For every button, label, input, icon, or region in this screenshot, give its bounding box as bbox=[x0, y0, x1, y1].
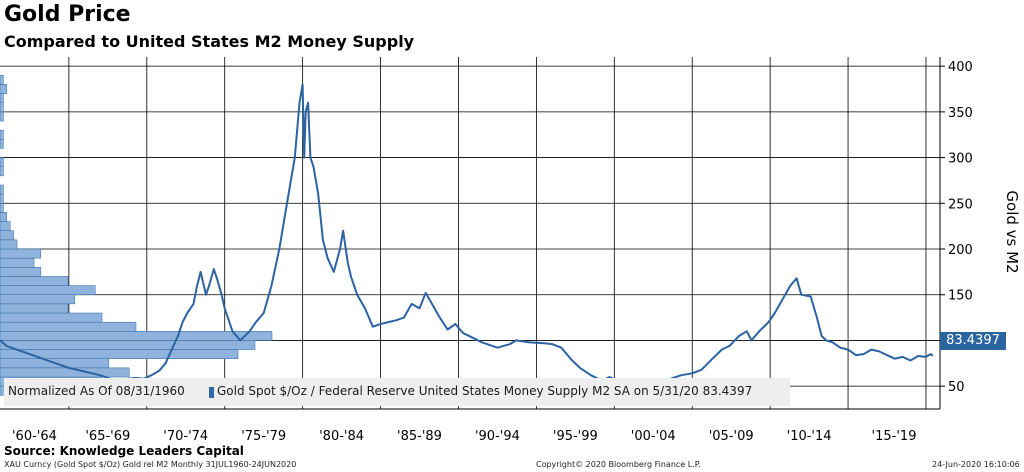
x-tick-label: '00-'04 bbox=[631, 429, 676, 444]
footer-timestamp: 24-Jun-2020 16:10:06 bbox=[932, 460, 1020, 469]
chart-title: Gold Price bbox=[4, 2, 131, 27]
histogram-bar bbox=[0, 184, 4, 195]
y-tick-label: 350 bbox=[948, 106, 973, 121]
histogram-bar bbox=[0, 212, 8, 222]
histogram-bar bbox=[0, 267, 42, 277]
x-tick-label: '10-'14 bbox=[787, 429, 832, 444]
histogram-bar bbox=[0, 102, 4, 113]
histogram-bar bbox=[0, 276, 69, 286]
histogram-bar bbox=[0, 303, 69, 314]
last-value-badge: 83.4397 bbox=[940, 332, 1006, 350]
y-axis-label: Gold vs M2 bbox=[1003, 190, 1021, 274]
histogram-bar bbox=[0, 129, 4, 140]
legend-normalized: Normalized As Of 08/31/1960 bbox=[8, 384, 185, 398]
histogram-bar bbox=[0, 230, 14, 241]
histogram-bar bbox=[0, 331, 273, 341]
legend: Normalized As Of 08/31/1960 Gold Spot $/… bbox=[4, 378, 790, 406]
legend-series: Gold Spot $/Oz / Federal Reserve United … bbox=[217, 384, 753, 398]
y-tick-label: 250 bbox=[948, 197, 973, 212]
y-tick-label: 300 bbox=[948, 152, 973, 167]
footer-ticker: XAU Curncy (Gold Spot $/Oz) Gold rel M2 … bbox=[4, 460, 297, 469]
x-tick-label: '95-'99 bbox=[553, 429, 598, 444]
histogram-bar bbox=[0, 193, 4, 204]
histogram-bar bbox=[0, 84, 8, 94]
histogram-bar bbox=[0, 203, 4, 213]
footer-copyright: Copyright© 2020 Bloomberg Finance L.P. bbox=[536, 460, 701, 469]
y-tick-label: 400 bbox=[948, 60, 973, 75]
x-tick-label: '65-'69 bbox=[85, 429, 130, 444]
histogram-bar bbox=[0, 93, 4, 103]
histogram-bar bbox=[0, 248, 42, 259]
x-tick-label: '85-'89 bbox=[397, 429, 442, 444]
distribution-histogram bbox=[0, 75, 273, 396]
histogram-bar bbox=[0, 139, 4, 149]
histogram-bar bbox=[0, 321, 137, 332]
histogram-bar bbox=[0, 239, 18, 250]
histogram-bar bbox=[0, 111, 4, 122]
x-tick-label: '70-'74 bbox=[163, 429, 208, 444]
histogram-bar bbox=[0, 166, 4, 177]
y-tick-label: 200 bbox=[948, 243, 973, 258]
source-note: Source: Knowledge Leaders Capital bbox=[4, 444, 244, 458]
y-tick-label: 50 bbox=[948, 380, 965, 395]
histogram-bar bbox=[0, 75, 4, 85]
x-tick-label: '05-'09 bbox=[709, 429, 754, 444]
axes: 50100150200250300350400'60-'64'65-'69'70… bbox=[0, 57, 973, 444]
legend-swatch bbox=[209, 387, 214, 398]
histogram-bar bbox=[0, 367, 130, 378]
x-tick-label: '15-'19 bbox=[872, 429, 917, 444]
y-tick-label: 150 bbox=[948, 289, 973, 304]
histogram-bar bbox=[0, 257, 35, 268]
chart-subtitle: Compared to United States M2 Money Suppl… bbox=[4, 32, 415, 51]
histogram-bar bbox=[0, 294, 76, 305]
series-line-gold-vs-m2 bbox=[0, 83, 934, 389]
histogram-bar bbox=[0, 340, 256, 350]
x-tick-label: '75-'79 bbox=[241, 429, 286, 444]
x-tick-label: '80-'84 bbox=[319, 429, 364, 444]
x-tick-label: '60-'64 bbox=[12, 429, 57, 444]
histogram-bar bbox=[0, 285, 96, 295]
x-tick-label: '90-'94 bbox=[475, 429, 520, 444]
histogram-bar bbox=[0, 221, 11, 231]
histogram-bar bbox=[0, 349, 239, 359]
histogram-bar bbox=[0, 157, 4, 167]
histogram-bar bbox=[0, 312, 103, 323]
